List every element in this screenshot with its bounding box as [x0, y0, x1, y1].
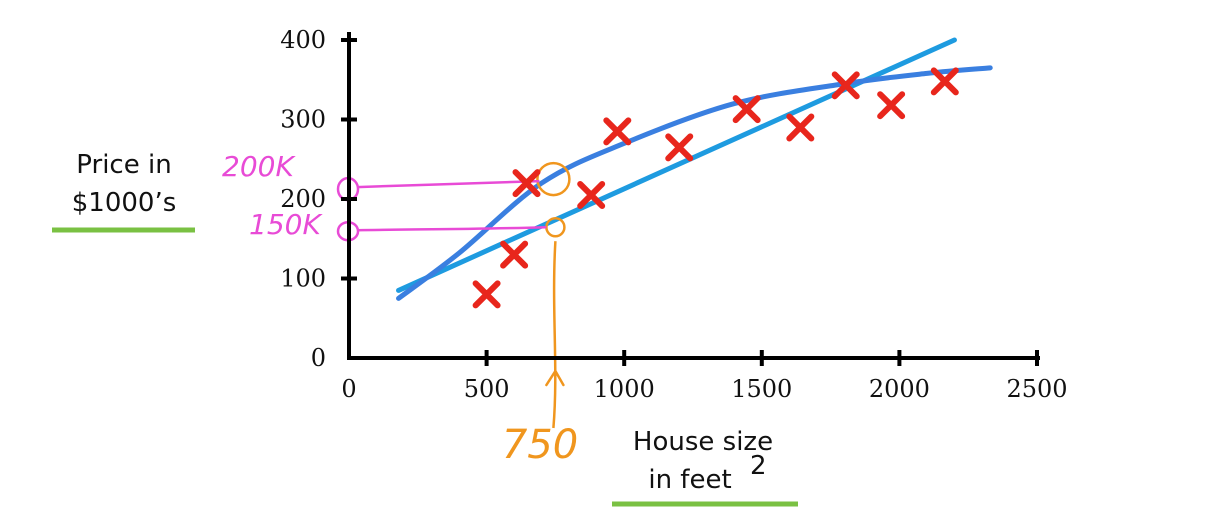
size-high-circle — [536, 161, 571, 197]
axis-title-underlines — [52, 227, 798, 507]
annotations: 750 200K 150K — [222, 150, 578, 468]
x-axis-title-line-1: House size — [633, 427, 773, 457]
size-annotation-label: 750 — [502, 422, 578, 468]
price-low-guide-line — [356, 225, 547, 232]
data-point-x-mark — [472, 280, 501, 309]
curve-fit-line — [396, 65, 993, 301]
y-axis-title-line-1: Price in — [76, 150, 171, 180]
y-tick-label: 200 — [280, 185, 326, 213]
y-tick-label: 100 — [280, 265, 326, 293]
y-tick-label: 0 — [311, 344, 326, 372]
y-axis-title-line-2: $1000’s — [72, 188, 177, 218]
size-guide-line — [552, 241, 557, 429]
x-tick-label: 2000 — [869, 375, 930, 403]
data-point-x-mark — [732, 95, 761, 124]
data-point-x-mark — [831, 71, 860, 100]
data-point-x-mark — [930, 67, 959, 96]
x-tick-label: 1000 — [594, 375, 655, 403]
x-tick-label: 500 — [464, 375, 510, 403]
fit-lines — [396, 37, 993, 301]
x-tick-label: 2500 — [1006, 375, 1067, 403]
axes — [347, 32, 1040, 360]
data-point-x-mark — [665, 133, 694, 162]
size-arrow-head — [545, 368, 565, 387]
data-point-x-mark — [577, 181, 606, 210]
x-tick-label: 0 — [341, 375, 356, 403]
ticks: 0 500 1000 1500 2000 2500 0 100 200 300 400 — [280, 26, 1067, 403]
y-tick-label: 400 — [280, 26, 326, 54]
data-point-x-mark — [877, 91, 906, 120]
data-point-x-mark — [512, 169, 541, 198]
price-low-label: 150K — [249, 208, 323, 241]
y-tick-label: 300 — [280, 106, 326, 134]
price-high-label: 200K — [222, 150, 296, 183]
data-point-x-mark — [603, 117, 632, 146]
data-point-x-mark — [500, 240, 529, 269]
price-high-guide-line — [356, 179, 540, 189]
data-point-x-mark — [786, 113, 815, 142]
x-axis-title-superscript: 2 — [750, 451, 767, 481]
x-tick-label: 1500 — [731, 375, 792, 403]
x-axis-title-line-2: in feet — [648, 465, 731, 495]
data-points — [472, 67, 959, 309]
